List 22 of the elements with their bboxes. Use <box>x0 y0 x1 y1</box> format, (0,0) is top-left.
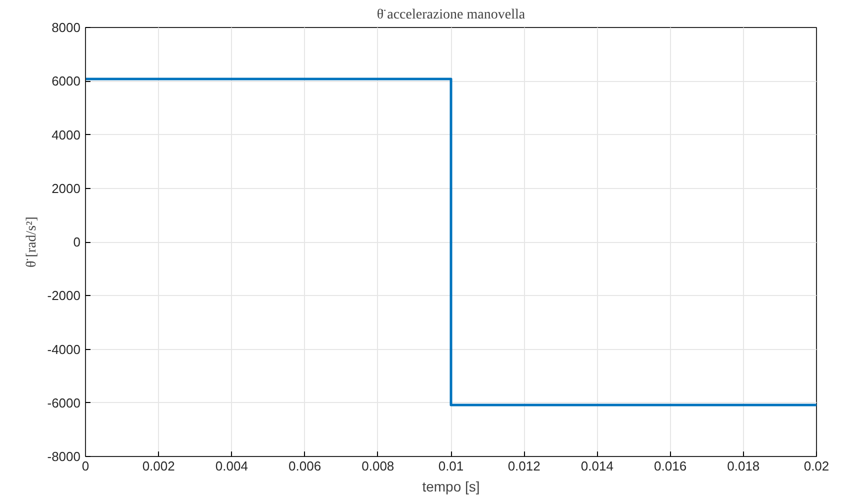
y-tick-label: -2000 <box>47 288 80 304</box>
y-tick-label: -4000 <box>47 342 80 357</box>
y-tick-label: -8000 <box>47 449 80 464</box>
x-tick-label: 0.002 <box>142 458 175 474</box>
y-tick-label: 8000 <box>52 20 80 35</box>
y-tick-label: 0 <box>73 234 81 250</box>
x-tick-label: 0.012 <box>508 458 540 474</box>
y-tick-label: -6000 <box>47 395 80 410</box>
x-tick-label: 0.02 <box>804 458 830 474</box>
x-tick-label: 0.01 <box>438 458 464 474</box>
y-tick-label: 2000 <box>52 180 80 196</box>
y-tick-label: 6000 <box>52 74 80 89</box>
x-tick-label: 0.014 <box>580 458 614 474</box>
x-tick-label: 0.018 <box>727 458 760 474</box>
x-tick-label: 0.004 <box>215 458 248 474</box>
y-tick-label: 4000 <box>52 127 80 142</box>
y-axis-title: θ̈ [rad/s²] <box>24 216 40 268</box>
chart-title: θ̈ accelerazione manovella <box>376 8 526 22</box>
x-tick-label: 0.006 <box>288 458 322 474</box>
x-tick-label: 0.008 <box>362 458 394 474</box>
x-tick-label: 0.016 <box>654 458 687 474</box>
x-axis-title: tempo [s] <box>422 478 480 494</box>
